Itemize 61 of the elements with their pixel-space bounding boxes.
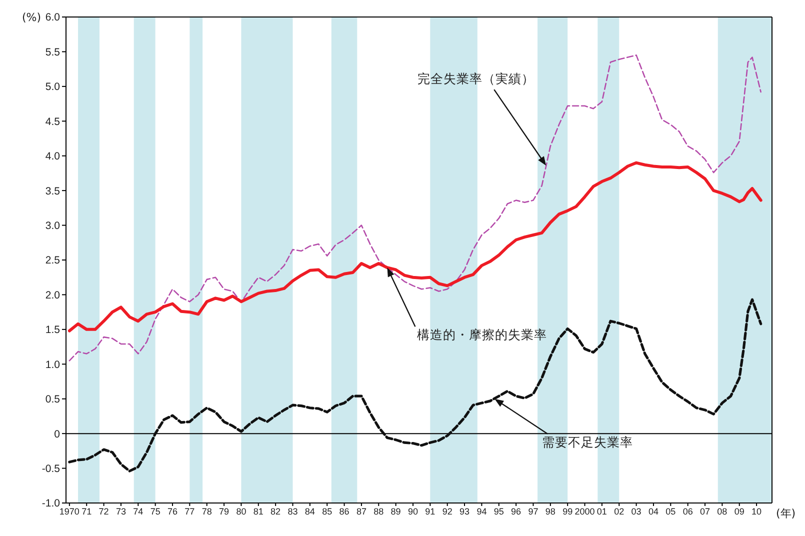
y-tick-label: 6.0 xyxy=(45,12,60,24)
y-tick-label: -0.5 xyxy=(42,463,60,476)
x-tick-label: 79 xyxy=(219,506,230,516)
y-tick-label: 2.5 xyxy=(45,254,60,267)
y-tick-label: 4.5 xyxy=(45,116,60,128)
x-tick-label: 81 xyxy=(253,506,264,516)
y-tick-label: 5.5 xyxy=(45,46,60,58)
x-tick-label: 97 xyxy=(528,506,538,516)
x-tick-label: 04 xyxy=(648,506,658,516)
x-tick-label: 88 xyxy=(374,506,384,516)
y-tick-label: 0.5 xyxy=(45,394,60,406)
x-tick-label: 02 xyxy=(614,506,624,516)
x-tick-label: 05 xyxy=(666,506,676,516)
y-tick-label: 3.5 xyxy=(45,185,60,198)
y-tick-label: 2.0 xyxy=(45,289,60,302)
x-tick-label: 80 xyxy=(236,506,246,516)
x-tick-label: 98 xyxy=(545,506,556,516)
x-tick-label: 08 xyxy=(717,506,728,516)
x-tick-label: 82 xyxy=(270,506,281,516)
x-tick-label: 06 xyxy=(682,506,693,516)
y-tick-label: 4.0 xyxy=(45,150,60,163)
x-tick-label: 94 xyxy=(476,506,487,516)
annotation: 構造的・摩擦的失業率 xyxy=(417,327,548,342)
x-tick-label: 76 xyxy=(167,506,178,516)
x-tick-label: 89 xyxy=(390,506,401,516)
x-tick-label: 72 xyxy=(98,506,109,516)
x-tick-label: 99 xyxy=(562,506,573,516)
x-tick-label: 83 xyxy=(288,506,298,516)
x-tick-label: 73 xyxy=(116,506,126,516)
y-tick-label: 1.5 xyxy=(45,324,60,336)
x-tick-label: 71 xyxy=(82,506,92,516)
x-tick-label: 07 xyxy=(700,506,710,516)
x-tick-label: 74 xyxy=(133,506,144,516)
x-tick-label: 78 xyxy=(202,506,212,516)
x-tick-label: 1970 xyxy=(59,506,80,516)
annotation: 需要不足失業率 xyxy=(542,434,634,450)
x-tick-label: 92 xyxy=(442,506,452,516)
x-tick-label: 91 xyxy=(425,506,436,516)
y-tick-label: 5.0 xyxy=(45,81,60,94)
x-tick-label: 77 xyxy=(184,506,195,516)
x-tick-label: 90 xyxy=(408,506,418,516)
x-tick-label: 01 xyxy=(596,506,607,516)
y-tick-label: 3.0 xyxy=(45,220,60,232)
annotation: 完全失業率（実績） xyxy=(418,71,535,86)
x-tick-label: 75 xyxy=(150,506,160,516)
x-tick-label: 93 xyxy=(460,506,470,516)
x-tick-label: 86 xyxy=(339,506,350,516)
x-tick-label: 85 xyxy=(322,506,332,516)
y-tick-label: 1.0 xyxy=(45,358,60,371)
y-tick-label: -1.0 xyxy=(42,498,60,510)
x-tick-label: 10 xyxy=(752,506,762,516)
x-tick-label: 09 xyxy=(734,506,744,516)
x-tick-label: 96 xyxy=(511,506,522,516)
x-tick-label: 87 xyxy=(356,506,366,516)
y-tick-label: 0 xyxy=(54,428,60,440)
x-tick-label: 84 xyxy=(304,506,315,516)
y-axis-title: (%) xyxy=(22,11,42,24)
x-axis-title: (年) xyxy=(776,507,796,520)
x-tick-label: 2000 xyxy=(574,506,595,516)
x-tick-label: 95 xyxy=(494,506,504,516)
x-tick-label: 03 xyxy=(631,506,642,516)
